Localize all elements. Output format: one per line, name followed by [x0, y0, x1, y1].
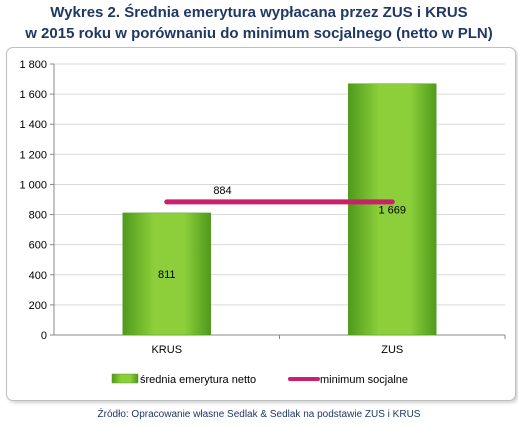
y-tick-label: 1 400 [19, 119, 47, 131]
y-tick-label: 800 [29, 210, 47, 222]
reference-value-label: 884 [213, 185, 231, 197]
legend-label-bar: średnia emerytura netto [140, 374, 256, 386]
bar-zus [348, 83, 437, 336]
chart-title-line-2: w 2015 roku w porównaniu do minimum socj… [25, 25, 493, 42]
x-tick-label: KRUS [151, 344, 182, 356]
bar-krus [122, 212, 211, 336]
bar-chart: 0 200 400 600 800 1 000 1 200 1 400 1 600 1 800 81… [19, 59, 506, 386]
y-tick-label: 200 [29, 300, 47, 312]
y-tick-label: 600 [29, 240, 47, 252]
bar-value-label: 811 [158, 269, 176, 281]
y-tick-label: 1 600 [19, 89, 47, 101]
source-note: Źródło: Opracowanie własne Sedlak & Sedl… [97, 409, 421, 420]
y-tick-label: 400 [29, 270, 47, 282]
y-tick-label: 1 200 [19, 149, 47, 161]
y-tick-label: 1 800 [19, 59, 47, 71]
legend-swatch-bar [111, 373, 139, 384]
y-tick-label: 1 000 [19, 179, 47, 191]
chart-title-line-1: Wykres 2. Średnia emerytura wypłacana pr… [50, 4, 468, 21]
legend-label-line: minimum socjalne [320, 374, 408, 386]
x-tick-label: ZUS [381, 344, 403, 356]
bar-value-label: 1 669 [378, 204, 406, 216]
chart-area: 0 200 400 600 800 1 000 1 200 1 400 1 600 1 800 81… [6, 47, 516, 401]
y-tick-label: 0 [41, 330, 47, 342]
